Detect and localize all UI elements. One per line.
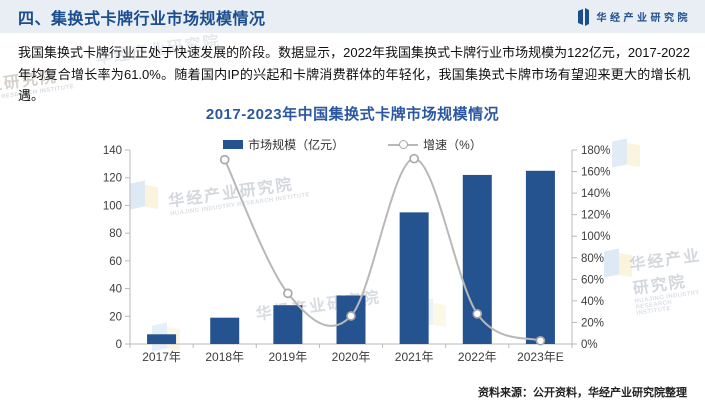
- y-axis-label-right: 80%: [581, 253, 604, 265]
- y-axis-label-left: 20: [109, 311, 122, 323]
- x-axis-label: 2023年E: [517, 350, 564, 364]
- section-title: 四、集换式卡牌行业市场规模情况: [18, 10, 266, 28]
- bar-2017年: [147, 334, 177, 344]
- y-axis-label-left: 140: [103, 145, 122, 157]
- x-axis-label: 2019年: [269, 350, 308, 364]
- y-axis-label-right: 40%: [581, 296, 604, 308]
- y-axis-label-right: 120%: [581, 210, 610, 222]
- legend-item-market-size: 市场规模（亿元）: [223, 136, 344, 153]
- chart-title: 2017-2023年中国集换式卡牌市场规模情况: [205, 106, 500, 123]
- growth-marker: [472, 309, 483, 319]
- bar-2021年: [399, 212, 429, 344]
- y-axis-label-right: 60%: [581, 274, 604, 286]
- growth-marker: [409, 153, 419, 164]
- legend-label: 市场规模（亿元）: [248, 138, 345, 152]
- y-axis-label-left: 120: [103, 173, 122, 185]
- growth-marker: [346, 311, 356, 321]
- header-band: 四、集换式卡牌行业市场规模情况 华经产业研究院: [0, 0, 705, 33]
- bar-2023年E: [525, 170, 555, 344]
- x-axis-label: 2018年: [205, 350, 244, 364]
- growth-line: [223, 157, 541, 342]
- intro-paragraph: 我国集换式卡牌行业正处于快速发展的阶段。数据显示，2022年我国集换式卡牌行业市…: [18, 45, 690, 103]
- x-axis-label: 2021年: [395, 350, 434, 364]
- bar-2019年: [273, 305, 303, 344]
- growth-marker: [283, 288, 293, 299]
- line-swatch-icon: [388, 140, 419, 149]
- brand-logo-text: 华经产业研究院: [596, 13, 691, 24]
- x-axis-label: 2017年: [142, 350, 181, 364]
- y-axis-label-right: 140%: [581, 188, 610, 200]
- y-axis-label-left: 80: [109, 228, 122, 240]
- bar-swatch-icon: [223, 140, 244, 149]
- y-axis-label-left: 60: [109, 256, 122, 268]
- bar-2022年: [462, 174, 492, 344]
- y-axis-label-right: 20%: [581, 317, 604, 329]
- brand-logo-icon: [577, 7, 589, 26]
- legend-item-growth: 增速（%）: [388, 136, 482, 153]
- x-axis-label: 2022年: [458, 350, 497, 364]
- legend-label: 增速（%）: [423, 138, 482, 152]
- x-axis-label: 2020年: [332, 350, 371, 364]
- bar-2018年: [210, 317, 240, 344]
- y-axis-label-right: 180%: [581, 145, 610, 157]
- chart-legend: 市场规模（亿元） 增速（%）: [0, 136, 705, 153]
- growth-marker: [219, 154, 230, 165]
- growth-marker: [535, 335, 546, 346]
- y-axis-label-left: 100: [103, 200, 122, 212]
- y-axis-label-right: 0%: [581, 339, 598, 351]
- brand-logo: 华经产业研究院: [577, 7, 692, 26]
- y-axis-label-left: 40: [109, 284, 122, 296]
- y-axis-label-right: 160%: [581, 167, 610, 179]
- y-axis-label-right: 100%: [581, 231, 610, 243]
- source-note: 资料来源：公开资料，华经产业研究院整理: [478, 387, 687, 399]
- y-axis-label-left: 0: [116, 339, 122, 351]
